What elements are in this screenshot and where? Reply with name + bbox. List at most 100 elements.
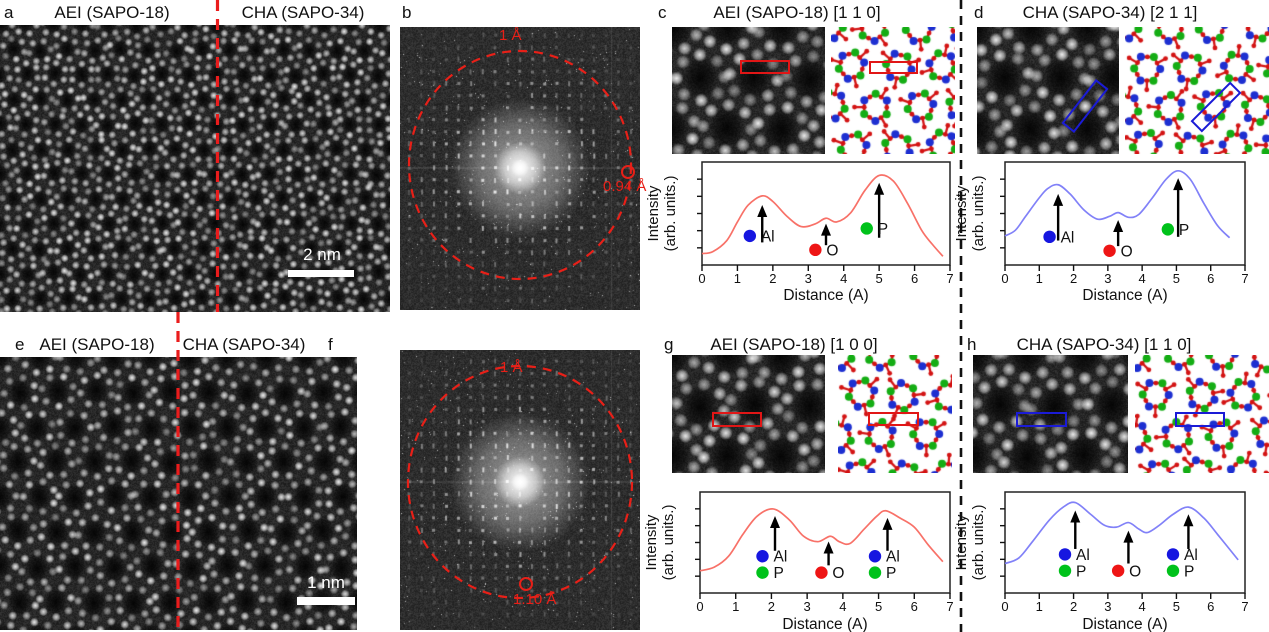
scale-bar-a [288,270,354,277]
x-axis-label: Distance (A) [783,287,868,304]
legend-dot-al [1043,230,1056,244]
stem-image-a [0,25,390,312]
stem-crop-d [977,27,1119,154]
peak-arrow-head [821,223,831,236]
legend-dot-p [756,566,769,579]
legend-label-p: P [1179,222,1189,239]
peak-arrow-head [874,182,885,195]
profile-box-model-c [869,61,918,74]
x-tick-label: 4 [840,271,847,286]
fft-b-spot-resolution-label: 0.94 Å [603,178,647,195]
x-tick-label: 1 [734,271,741,286]
legend-dot-p [868,566,882,579]
x-tick-label: 1 [732,599,739,614]
x-tick-label: 4 [839,599,846,614]
x-tick-label: 6 [1207,271,1214,286]
panel-letter-d: d [974,3,984,22]
panel-d-title: CHA (SAPO-34) [2 1 1] [1022,3,1198,22]
peak-arrow-head [1183,514,1194,527]
x-tick-label: 3 [804,599,811,614]
legend-label-al: Al [1061,229,1075,246]
profile-box-model-h [1175,412,1225,427]
x-tick-label: 7 [946,599,953,614]
peak-arrow-head [757,205,768,218]
y-axis-label: (arb. units.) [970,505,987,581]
legend-label-al: Al [1076,547,1090,564]
peak-arrow-head [1113,219,1124,232]
x-tick-label: 2 [768,599,775,614]
legend-dot-al [1166,548,1180,561]
legend-label-al: Al [774,549,788,566]
y-axis-label: (arb. units.) [970,176,987,252]
panel-a-phase-label-aei: AEI (SAPO-18) [54,3,170,22]
x-tick-label: 1 [1036,271,1043,286]
y-axis-label: Intensity [643,514,660,570]
stem-image-e [0,357,357,630]
x-axis-label: Distance (A) [782,616,867,632]
x-tick-label: 6 [911,271,918,286]
profile-curve [1004,169,1231,239]
x-tick-label: 0 [696,599,703,614]
x-tick-label: 0 [698,271,705,286]
legend-dot-o [809,243,822,257]
legend-label-al: Al [1184,547,1198,564]
profile-box-crop-h [1016,412,1067,427]
fft-b-resolution-ring-label: 1 Å [499,27,522,44]
profile-curve [701,174,944,257]
x-tick-label: 7 [1241,599,1248,614]
legend-label-o: O [832,565,844,582]
peak-arrow-head [882,517,893,530]
panel-letter-a: a [4,3,14,22]
x-tick-label: 6 [1207,599,1214,614]
legend-dot-al [743,229,757,243]
panel-c-title: AEI (SAPO-18) [1 1 0] [713,3,881,22]
legend-label-p: P [886,565,896,582]
x-tick-label: 4 [1139,599,1146,614]
panel-letter-g: g [664,335,674,354]
panel-letter-h: h [967,335,977,354]
structure-model-g [838,355,952,473]
stem-crop-c [672,27,825,154]
structure-model-d [1125,27,1269,154]
intensity-profile-chart-c: 0 1 2 3 4 5 6 7 Distance (A) Intensity (arb. units… [645,161,954,304]
x-tick-label: 5 [876,271,883,286]
peak-arrow-head [1123,530,1134,543]
peak-arrow-head [1173,178,1184,191]
x-tick-label: 4 [1139,271,1146,286]
peak-arrow-head [1053,193,1064,206]
x-axis-label: Distance (A) [1082,616,1167,632]
x-tick-label: 5 [875,599,882,614]
legend-dot-p [1166,564,1180,577]
intensity-profile-chart-h: 0 1 2 3 4 5 6 7 Distance (A) Intensity (arb. units… [953,491,1249,632]
panel-h-title: CHA (SAPO-34) [1 1 0] [1016,335,1192,354]
panel-letter-e: e [15,335,25,354]
legend-dot-al [1058,548,1072,561]
legend-dot-al [756,550,769,563]
intensity-profile-chart-d: 0 1 2 3 4 5 6 7 Distance (A) Intensity (arb. units… [953,161,1249,304]
x-tick-label: 7 [1241,271,1248,286]
legend-dot-p [860,222,873,235]
fft-f-resolution-ring-label: 1 Å [500,359,523,376]
scale-bar-label-e: 1 nm [307,573,345,592]
x-tick-label: 3 [805,271,812,286]
profile-curve [1004,501,1239,565]
peak-arrow-head [1070,510,1081,523]
x-tick-label: 2 [769,271,776,286]
y-axis-label: (arb. units.) [660,505,677,581]
peak-arrow-head [823,541,834,554]
panel-a-phase-label-cha: CHA (SAPO-34) [241,3,365,22]
x-tick-label: 2 [1070,599,1077,614]
y-axis-label: Intensity [645,185,662,241]
x-axis-label: Distance (A) [1082,287,1167,304]
fft-f-spot-resolution-label: 1.10 Å [513,591,557,608]
panel-letter-b: b [402,3,412,22]
legend-dot-p [1058,564,1072,577]
legend-label-o: O [1121,243,1133,260]
profile-box-model-g [868,412,919,426]
legend-label-al: Al [886,549,900,566]
stem-crop-h [973,355,1128,473]
x-tick-label: 0 [1001,599,1008,614]
x-tick-label: 3 [1104,271,1111,286]
x-tick-label: 2 [1070,271,1077,286]
